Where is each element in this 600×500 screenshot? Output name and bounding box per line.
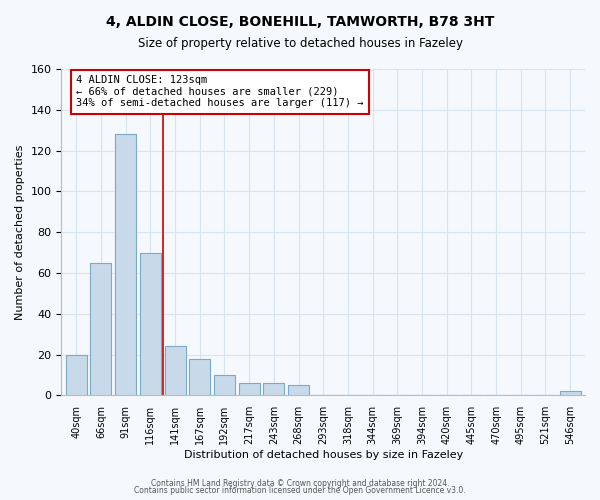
- Y-axis label: Number of detached properties: Number of detached properties: [15, 144, 25, 320]
- Bar: [164, 346, 185, 396]
- Text: Contains HM Land Registry data © Crown copyright and database right 2024.: Contains HM Land Registry data © Crown c…: [151, 478, 449, 488]
- Bar: [91, 263, 112, 396]
- Bar: [189, 358, 210, 396]
- Text: 4, ALDIN CLOSE, BONEHILL, TAMWORTH, B78 3HT: 4, ALDIN CLOSE, BONEHILL, TAMWORTH, B78 …: [106, 15, 494, 29]
- Bar: [140, 252, 161, 396]
- Bar: [560, 392, 581, 396]
- Bar: [66, 354, 87, 396]
- Text: 4 ALDIN CLOSE: 123sqm
← 66% of detached houses are smaller (229)
34% of semi-det: 4 ALDIN CLOSE: 123sqm ← 66% of detached …: [76, 75, 364, 108]
- Bar: [214, 375, 235, 396]
- Bar: [263, 383, 284, 396]
- Bar: [115, 134, 136, 396]
- Text: Contains public sector information licensed under the Open Government Licence v3: Contains public sector information licen…: [134, 486, 466, 495]
- X-axis label: Distribution of detached houses by size in Fazeley: Distribution of detached houses by size …: [184, 450, 463, 460]
- Bar: [239, 383, 260, 396]
- Bar: [288, 385, 309, 396]
- Text: Size of property relative to detached houses in Fazeley: Size of property relative to detached ho…: [137, 38, 463, 51]
